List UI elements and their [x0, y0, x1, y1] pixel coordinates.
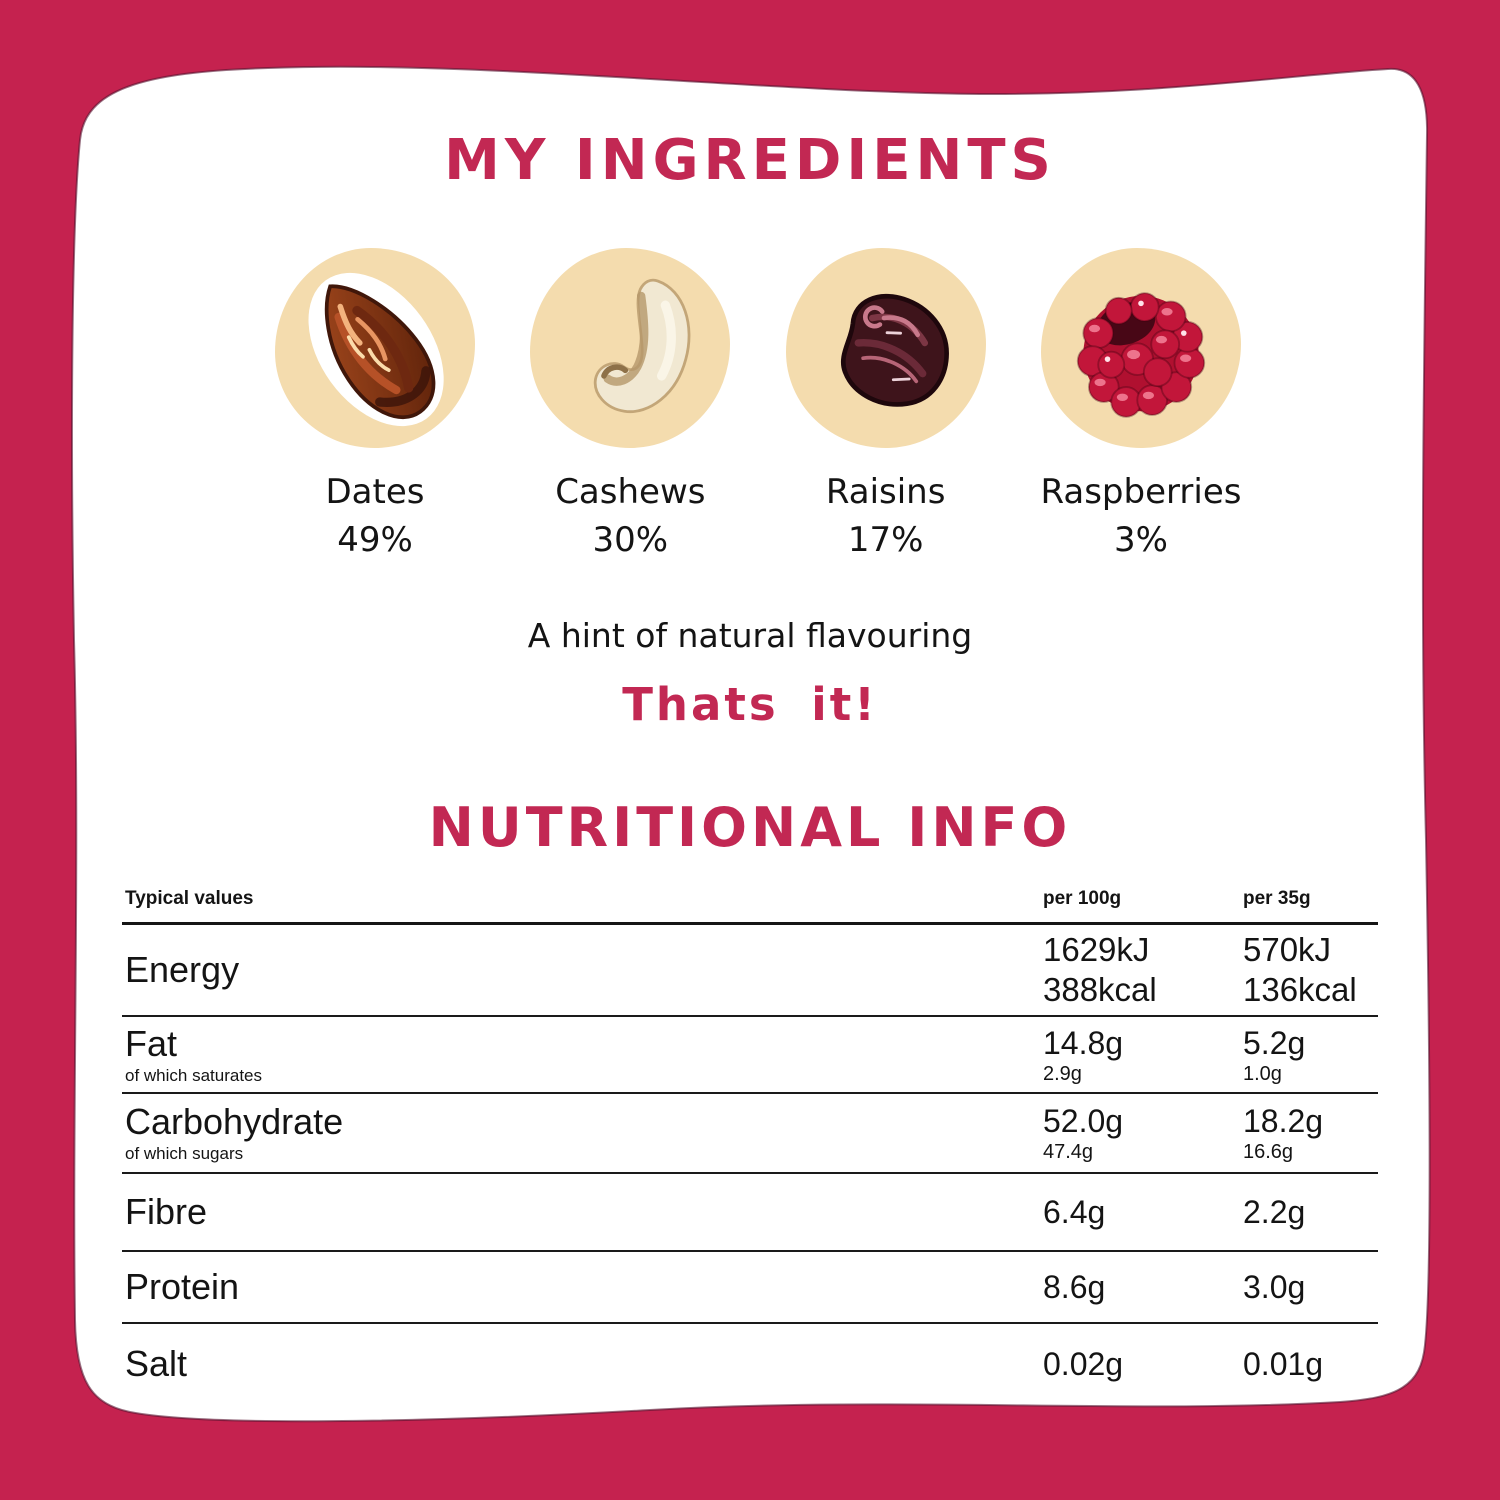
ingredient-name: Cashews	[555, 472, 706, 512]
row-label: Fibre	[125, 1191, 208, 1232]
raspberry-illustration-icon	[1076, 292, 1206, 418]
row-label: Carbohydrate	[125, 1101, 344, 1142]
ingredient-percent: 30%	[592, 520, 669, 560]
row-label: Fat	[125, 1022, 178, 1064]
energy-kcal-per-100g: 388kcal	[1043, 971, 1157, 1008]
table-header-row: Typical values per 100g per 35g	[122, 882, 1378, 925]
cashews-circle	[530, 248, 731, 448]
ingredient-name: Dates	[325, 472, 425, 512]
value-per-35g: 2.2g	[1243, 1194, 1306, 1230]
energy-kcal-per-35g: 136kcal	[1243, 971, 1357, 1008]
typical-values-header: Typical values	[125, 888, 254, 909]
raisin-illustration-icon	[840, 293, 949, 407]
table-row-salt: Salt 0.02g 0.01g	[122, 1324, 1378, 1404]
energy-kj-per-100g: 1629kJ	[1043, 931, 1150, 968]
ingredient-raspberries: Raspberries 3%	[1036, 248, 1246, 560]
per-100g-header: per 100g	[1043, 888, 1122, 909]
ingredient-percent: 3%	[1114, 520, 1168, 560]
table-row-carbohydrate: Carbohydrate of which sugars 52.0g 47.4g…	[122, 1094, 1378, 1174]
sub-value-per-35g: 1.0g	[1243, 1062, 1282, 1085]
row-label: Salt	[125, 1343, 188, 1384]
table-row-fat: Fat of which saturates 14.8g 2.9g 5.2g 1…	[122, 1017, 1378, 1094]
ingredients-title: MY INGREDIENTS	[444, 128, 1056, 193]
flavouring-note: A hint of natural flavouring	[527, 616, 973, 655]
nutrition-title: NUTRITIONAL INFO	[428, 796, 1072, 859]
sub-value-per-100g: 47.4g	[1043, 1141, 1094, 1163]
per-35g-header: per 35g	[1243, 888, 1311, 909]
energy-kj-per-35g: 570kJ	[1243, 931, 1332, 968]
value-per-100g: 14.8g	[1043, 1024, 1124, 1061]
ingredient-name: Raspberries	[1040, 472, 1242, 512]
row-label: Energy	[125, 949, 240, 990]
value-per-35g: 0.01g	[1243, 1346, 1324, 1382]
raspberries-circle	[1040, 248, 1241, 448]
row-sub-label: of which saturates	[125, 1065, 263, 1085]
row-sub-label: of which sugars	[125, 1144, 244, 1163]
date-illustration-icon	[308, 272, 444, 427]
thats-it-tagline: Thats it!	[622, 678, 878, 731]
value-per-100g: 6.4g	[1043, 1194, 1106, 1230]
ingredient-dates: Dates 49%	[270, 248, 480, 560]
value-per-35g: 18.2g	[1243, 1103, 1324, 1139]
value-per-35g: 5.2g	[1243, 1024, 1306, 1061]
nutrition-table: Typical values per 100g per 35g Energy 1…	[122, 882, 1378, 1404]
ingredient-name: Raisins	[825, 472, 946, 512]
raisins-circle	[785, 248, 986, 448]
sub-value-per-100g: 2.9g	[1043, 1062, 1082, 1085]
value-per-35g: 3.0g	[1243, 1269, 1306, 1305]
ingredient-percent: 49%	[337, 520, 413, 560]
dates-circle	[275, 248, 475, 448]
row-label: Protein	[125, 1266, 240, 1307]
value-per-100g: 0.02g	[1043, 1346, 1124, 1382]
ingredient-cashews: Cashews 30%	[525, 248, 735, 560]
table-row-fibre: Fibre 6.4g 2.2g	[122, 1174, 1378, 1252]
cashew-illustration-icon	[594, 278, 691, 414]
value-per-100g: 8.6g	[1043, 1269, 1106, 1305]
ingredient-raisins: Raisins 17%	[781, 248, 991, 560]
sub-value-per-35g: 16.6g	[1243, 1141, 1294, 1163]
value-per-100g: 52.0g	[1043, 1103, 1124, 1139]
ingredient-percent: 17%	[847, 520, 924, 560]
table-row-protein: Protein 8.6g 3.0g	[122, 1252, 1378, 1324]
table-row-energy: Energy 1629kJ 388kcal 570kJ 136kcal	[122, 925, 1378, 1017]
ingredients-row: Dates 49% Cashews 30%	[270, 248, 1246, 560]
